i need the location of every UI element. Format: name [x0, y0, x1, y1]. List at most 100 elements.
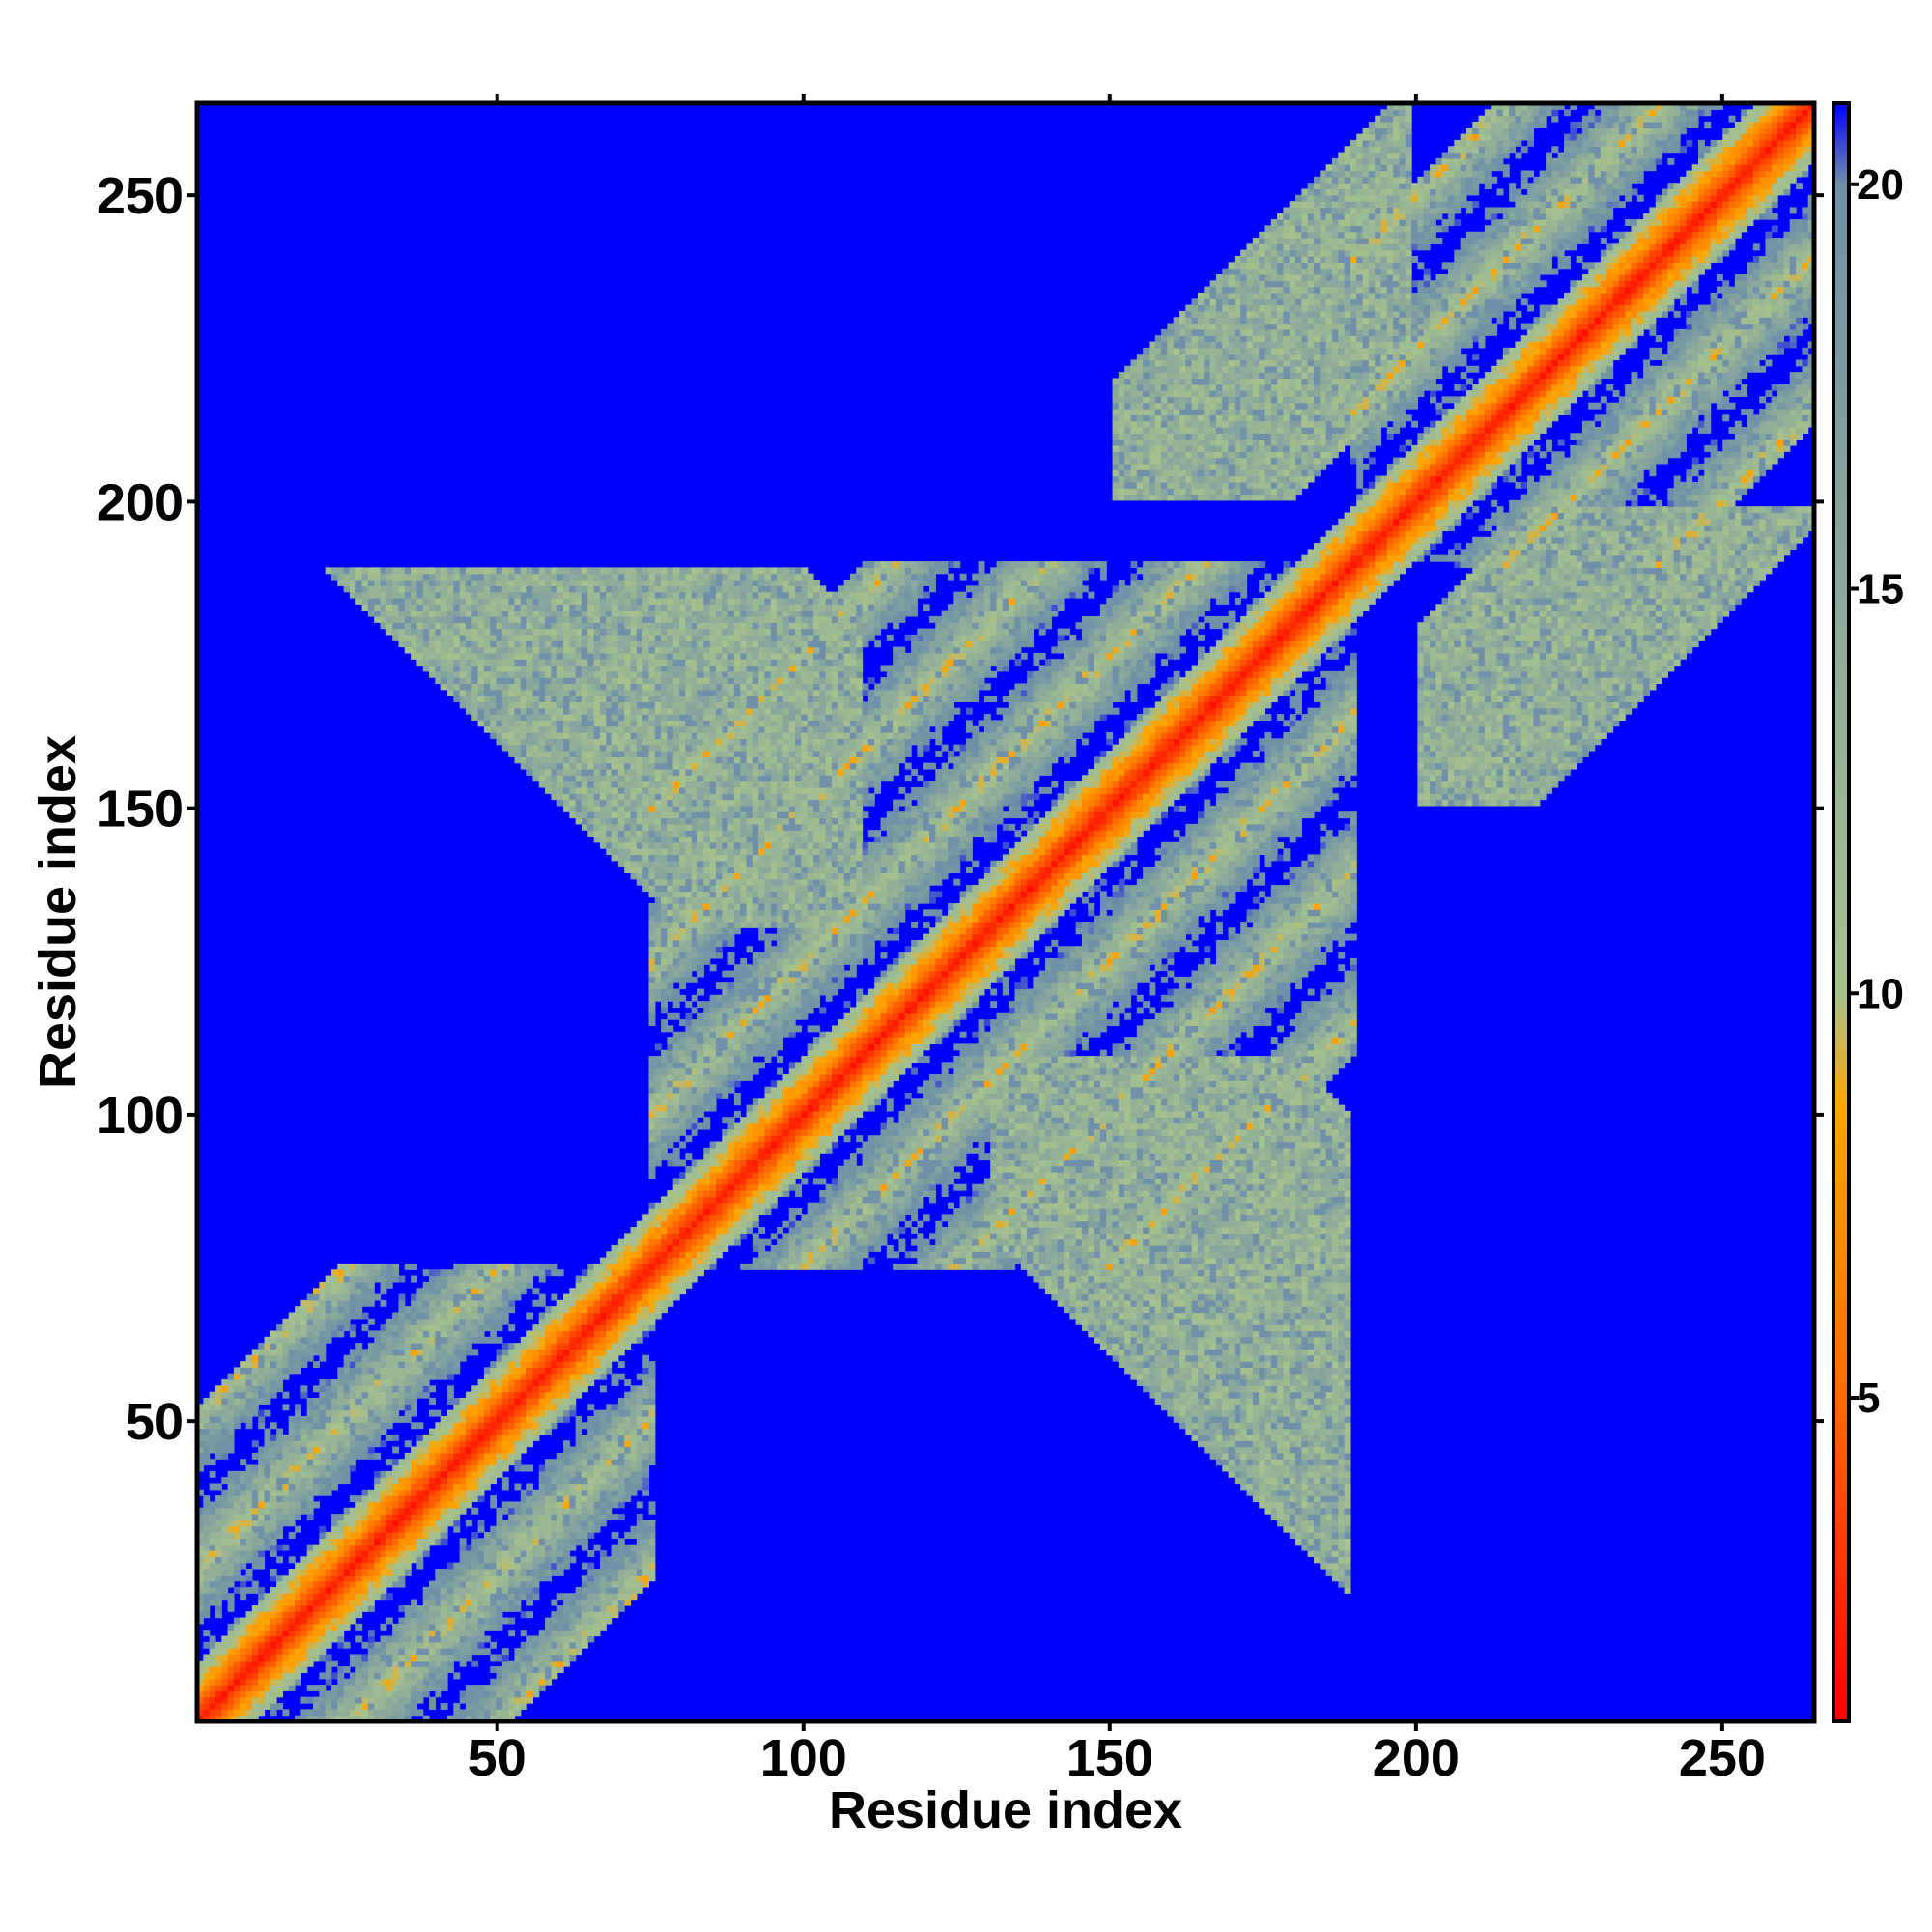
heatmap-cell: [337, 1288, 345, 1295]
heatmap-cell: [545, 622, 552, 630]
heatmap-cell: [398, 1678, 406, 1686]
heatmap-cell: [227, 1391, 235, 1399]
heatmap-cell: [526, 1281, 534, 1289]
heatmap-cell: [587, 1575, 595, 1582]
heatmap-cell: [245, 1685, 253, 1691]
heatmap-cell: [227, 1648, 235, 1656]
heatmap-cell: [392, 1489, 400, 1496]
heatmap-cell: [545, 1409, 552, 1417]
heatmap-cell: [520, 1434, 527, 1441]
heatmap-cell: [471, 1293, 479, 1301]
heatmap-cell: [270, 1623, 277, 1631]
heatmap-cell: [440, 1685, 448, 1691]
heatmap-cell: [214, 1544, 222, 1551]
heatmap-cell: [374, 1586, 382, 1594]
heatmap-cell: [471, 1385, 479, 1393]
heatmap-cell: [313, 1288, 320, 1295]
heatmap-cell: [330, 1269, 338, 1277]
heatmap-cell: [545, 652, 552, 660]
heatmap-cell: [367, 1520, 375, 1527]
heatmap-cell: [361, 1349, 369, 1356]
heatmap-cell: [270, 1470, 277, 1478]
heatmap-cell: [440, 1575, 448, 1582]
heatmap-cell: [520, 1611, 527, 1619]
heatmap-cell: [563, 1452, 570, 1460]
heatmap-cell: [295, 1452, 301, 1460]
heatmap-cell: [569, 1599, 577, 1606]
heatmap-cell: [355, 597, 363, 605]
heatmap-cell: [459, 646, 467, 654]
heatmap-cell: [440, 580, 448, 586]
heatmap-cell: [556, 1654, 564, 1662]
heatmap-cell: [447, 1635, 454, 1643]
heatmap-cell: [276, 1354, 284, 1362]
heatmap-cell: [587, 573, 595, 581]
heatmap-cell: [282, 1678, 290, 1686]
heatmap-cell: [288, 1349, 296, 1356]
heatmap-cell: [520, 1501, 527, 1509]
heatmap-cell: [575, 1312, 582, 1320]
heatmap-cell: [508, 707, 516, 715]
heatmap-cell: [575, 610, 582, 617]
heatmap-cell: [367, 1593, 375, 1601]
heatmap-cell: [587, 652, 595, 660]
heatmap-cell: [392, 1367, 400, 1375]
heatmap-cell: [404, 1544, 412, 1551]
heatmap-cell: [422, 1349, 430, 1356]
heatmap-cell: [416, 1464, 424, 1472]
heatmap-cell: [551, 775, 558, 782]
heatmap-cell: [435, 1654, 442, 1662]
heatmap-cell: [325, 1318, 332, 1325]
heatmap-cell: [258, 1678, 266, 1686]
heatmap-cell: [416, 1330, 424, 1338]
heatmap-cell: [599, 1293, 607, 1301]
heatmap-cell: [514, 683, 522, 691]
heatmap-cell: [258, 1538, 266, 1546]
heatmap-cell: [471, 1556, 479, 1564]
heatmap-cell: [496, 1299, 503, 1307]
heatmap-cell: [563, 670, 570, 678]
heatmap-cell: [508, 1398, 516, 1405]
heatmap-cell: [471, 1324, 479, 1332]
heatmap-cell: [575, 670, 582, 678]
heatmap-cell: [599, 604, 607, 611]
heatmap-cell: [563, 1464, 570, 1472]
heatmap-cell: [563, 1605, 570, 1612]
heatmap-cell: [599, 1349, 607, 1356]
heatmap-cell: [551, 1398, 558, 1405]
heatmap-cell: [429, 1685, 436, 1691]
heatmap-cell: [587, 830, 595, 838]
heatmap-cell: [245, 1715, 253, 1722]
heatmap-cell: [422, 1550, 430, 1557]
heatmap-cell: [551, 1422, 558, 1430]
heatmap-cell: [490, 567, 497, 575]
heatmap-cell: [599, 751, 607, 757]
heatmap-cell: [227, 1715, 235, 1722]
heatmap-cell: [300, 1415, 308, 1423]
heatmap-cell: [435, 1409, 442, 1417]
heatmap-cell: [270, 1434, 277, 1441]
heatmap-cell: [300, 1343, 308, 1350]
heatmap-cell: [325, 1709, 332, 1717]
heatmap-cell: [398, 1483, 406, 1491]
heatmap-cell: [599, 1514, 607, 1521]
heatmap-cell: [483, 610, 491, 617]
heatmap-cell: [490, 1330, 497, 1338]
heatmap-cell: [349, 1532, 356, 1539]
heatmap-cell: [227, 1593, 235, 1601]
heatmap-cell: [508, 1459, 516, 1466]
heatmap-cell: [599, 1422, 607, 1430]
heatmap-cell: [367, 1635, 375, 1643]
heatmap-cell: [611, 1330, 619, 1338]
heatmap-cell: [404, 1385, 412, 1393]
heatmap-cell: [380, 1501, 387, 1509]
heatmap-cell: [447, 670, 454, 678]
heatmap-cell: [233, 1404, 241, 1411]
heatmap-cell: [465, 1281, 472, 1289]
heatmap-cell: [538, 1532, 546, 1539]
heatmap-cell: [306, 1562, 314, 1570]
heatmap-cell: [575, 1617, 582, 1625]
heatmap-cell: [545, 610, 552, 617]
heatmap-cell: [599, 1459, 607, 1466]
heatmap-cell: [361, 1514, 369, 1521]
